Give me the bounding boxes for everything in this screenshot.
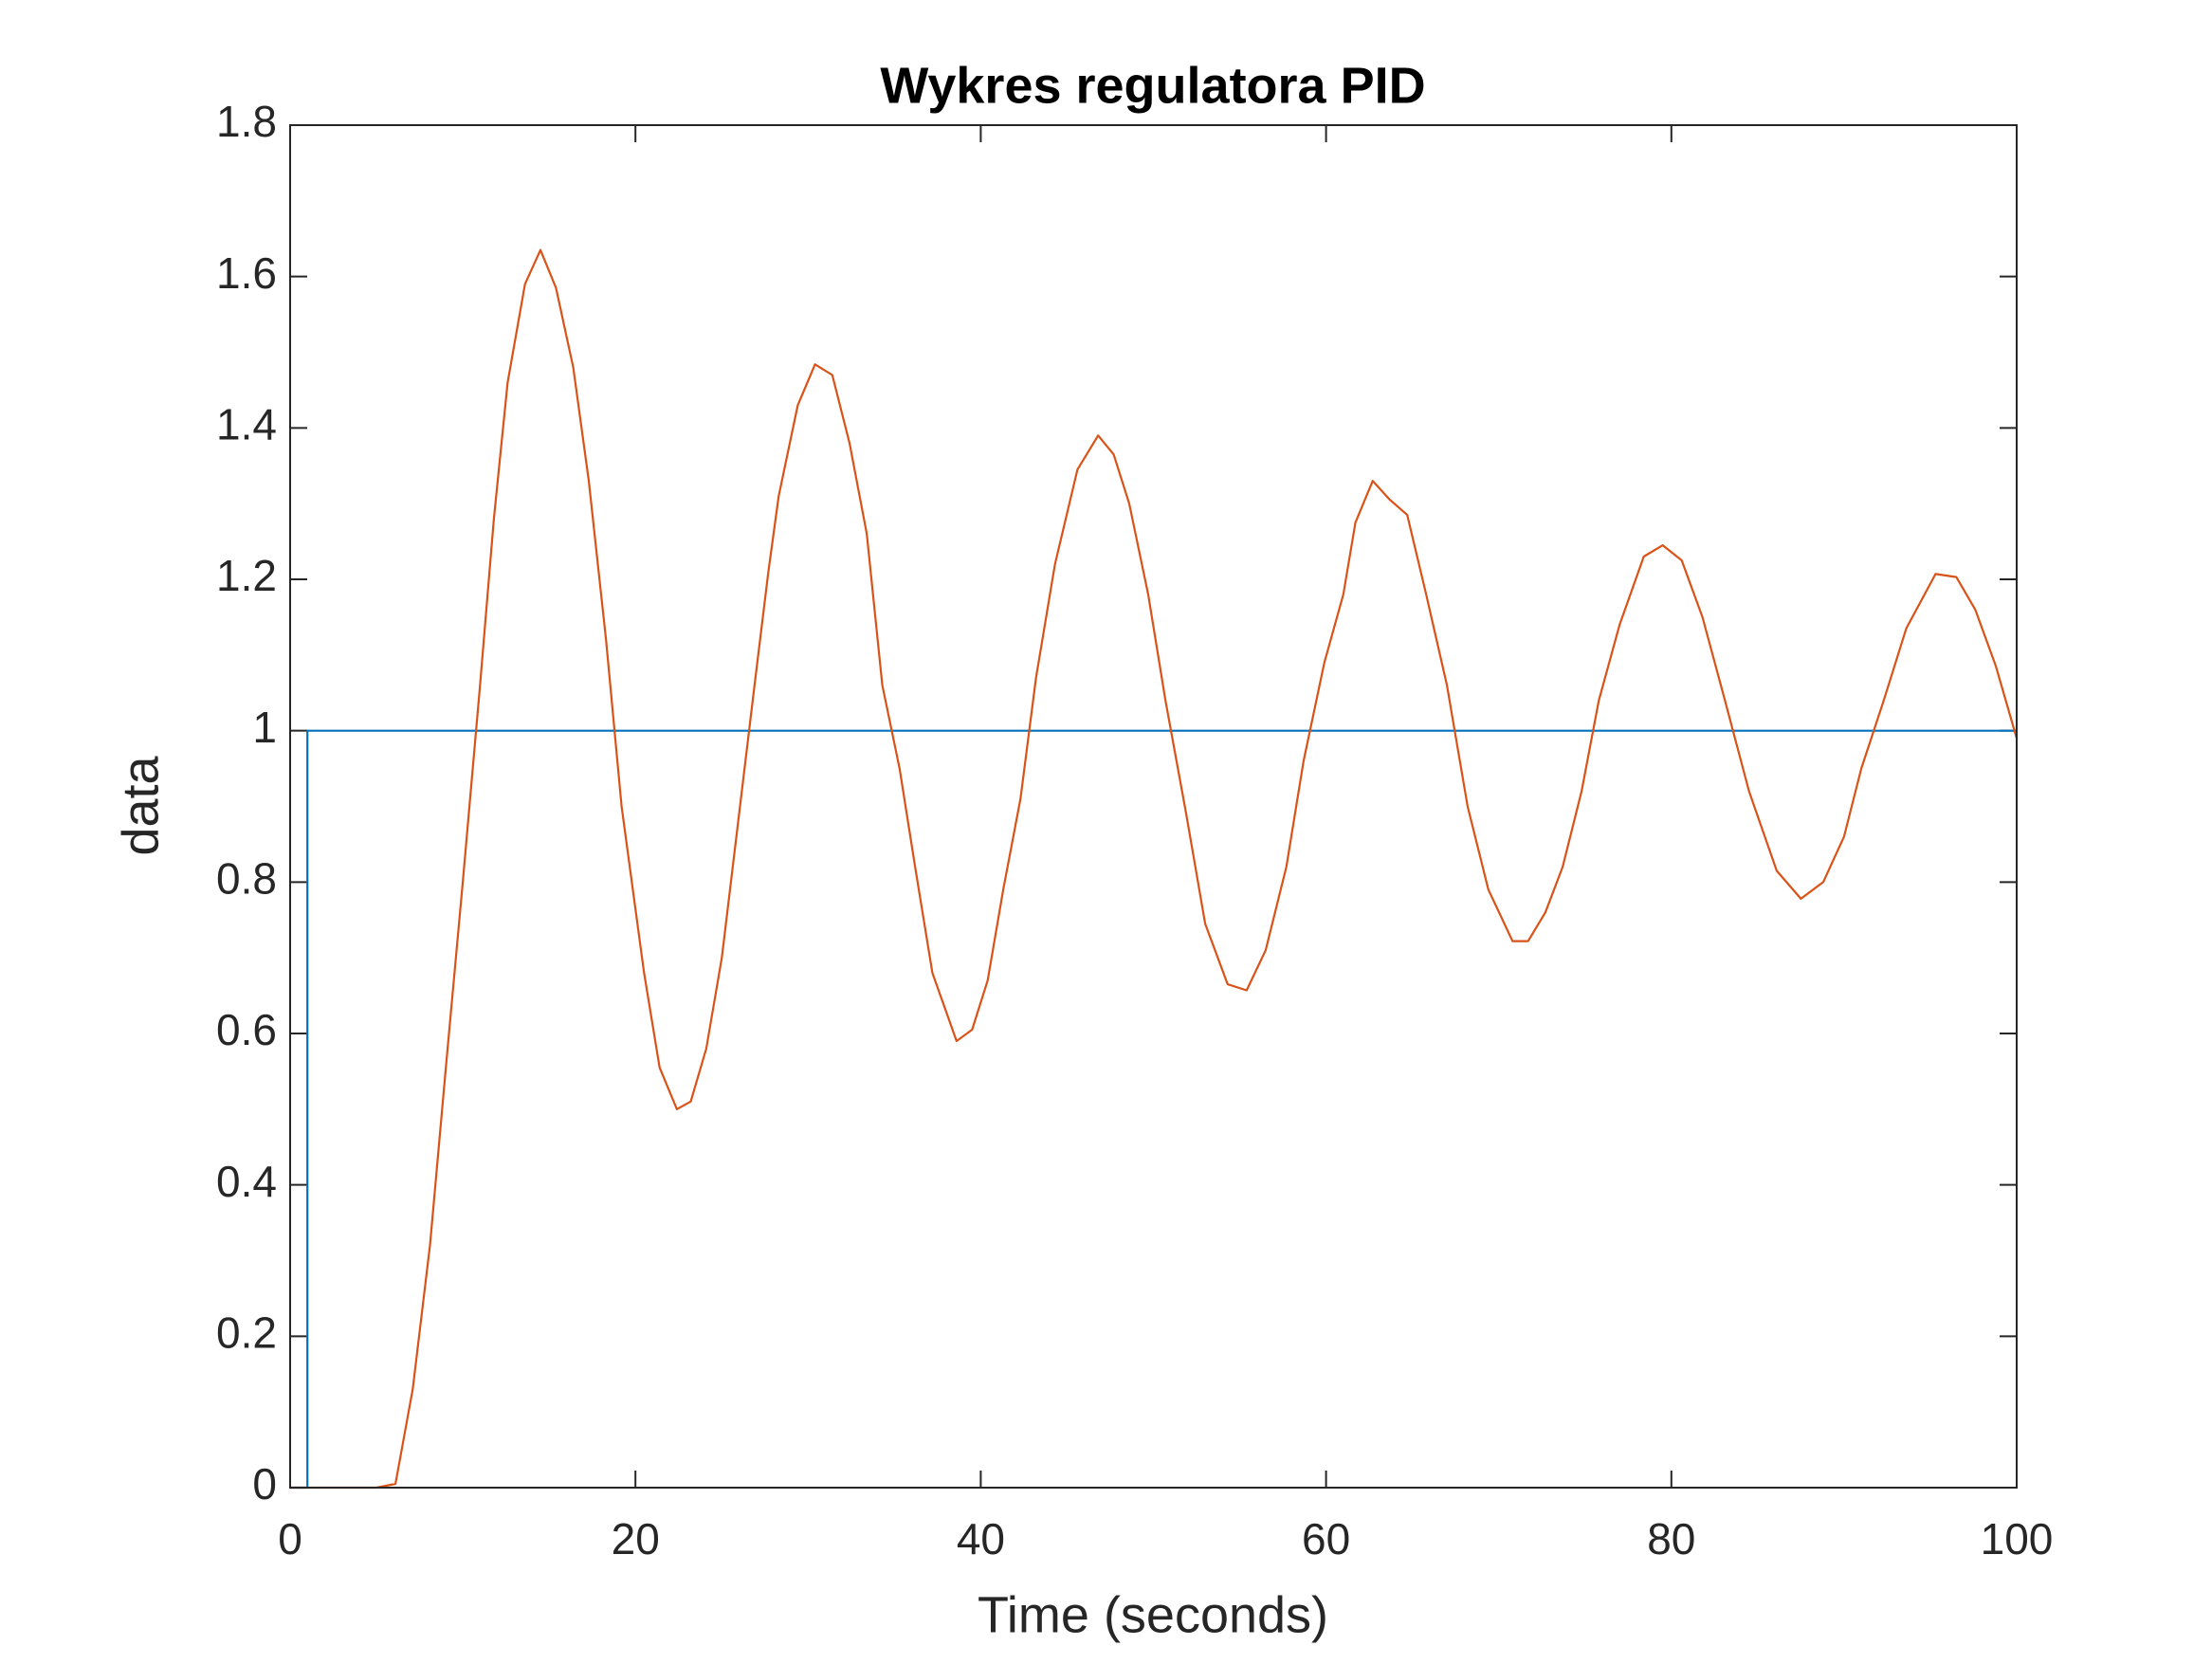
y-tick-label: 1.4: [216, 399, 277, 448]
y-tick-label: 1: [252, 703, 277, 752]
x-tick-label: 60: [1302, 1514, 1350, 1563]
y-tick-label: 0.6: [216, 1005, 277, 1054]
y-tick-label: 0.8: [216, 853, 277, 903]
y-tick-label: 0: [252, 1459, 277, 1509]
y-tick-label: 1.8: [216, 97, 277, 146]
x-tick-label: 20: [612, 1514, 660, 1563]
x-tick-label: 80: [1647, 1514, 1695, 1563]
x-tick-label: 40: [957, 1514, 1005, 1563]
y-tick-label: 0.2: [216, 1307, 277, 1357]
y-tick-label: 1.6: [216, 248, 277, 298]
x-tick-label: 100: [1981, 1514, 2054, 1563]
y-axis-label: data: [112, 755, 169, 855]
plot-frame: [289, 124, 2018, 1489]
x-tick-label: 0: [278, 1514, 302, 1563]
y-tick-label: 1.2: [216, 551, 277, 600]
series-line: [290, 248, 2019, 1490]
x-axis-label: Time (seconds): [978, 1586, 1328, 1643]
y-tick-label: 0.4: [216, 1157, 277, 1206]
chart-title: Wykres regulatora PID: [880, 57, 1425, 114]
